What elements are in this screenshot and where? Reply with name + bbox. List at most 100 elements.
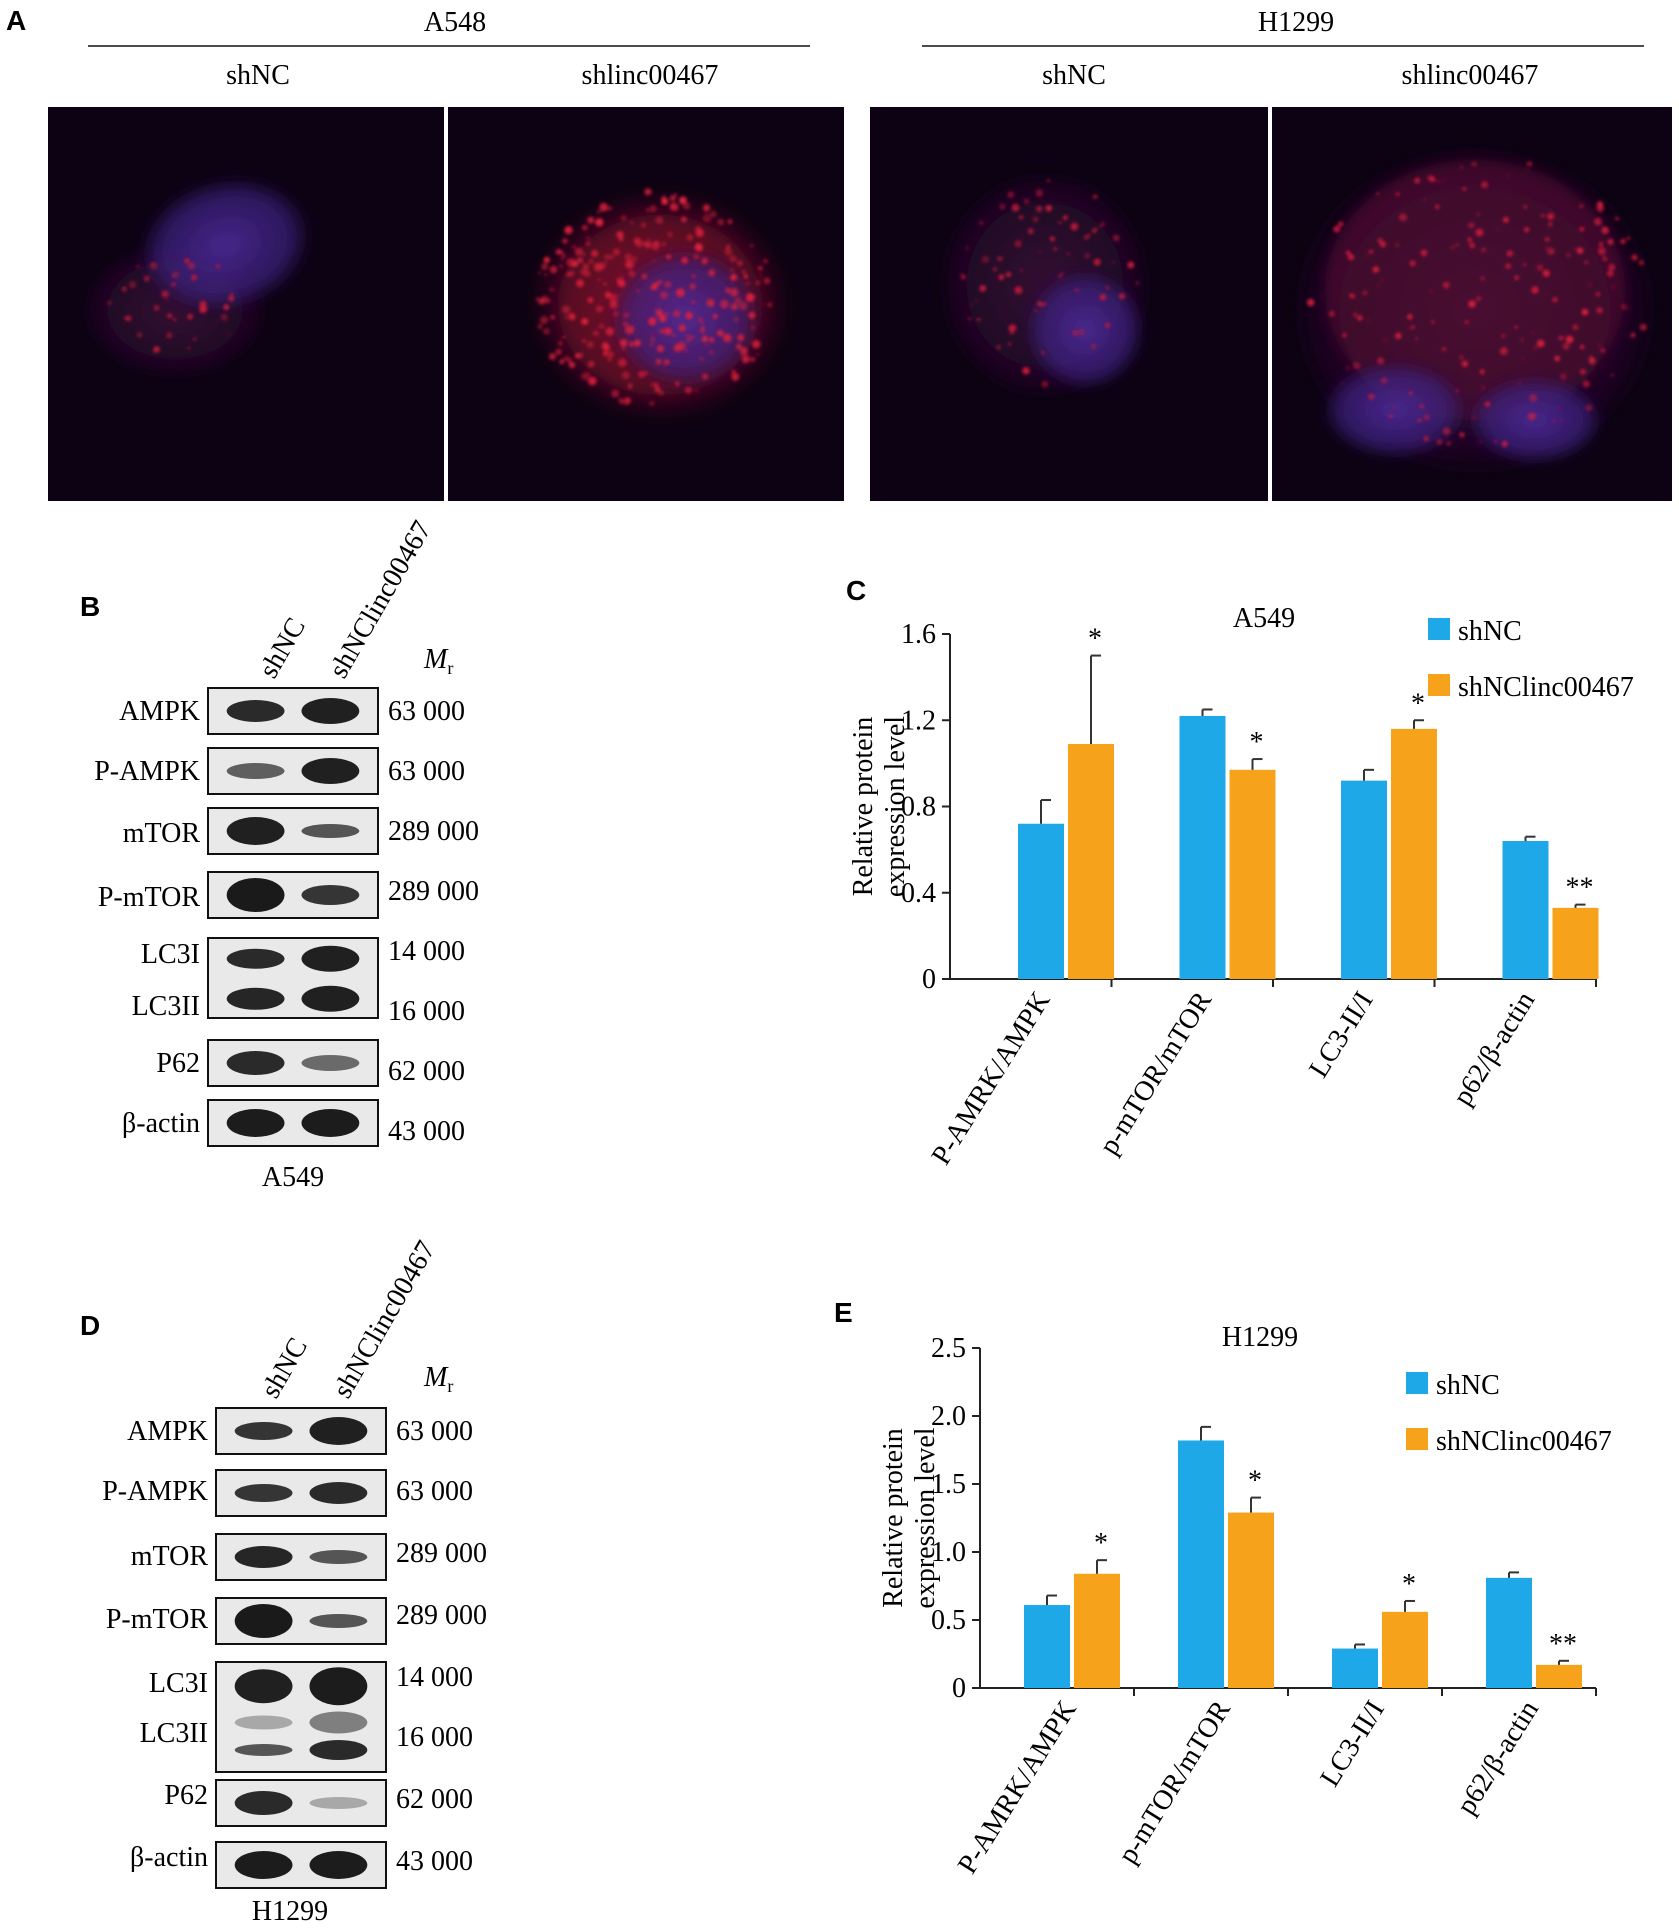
fluorescent-punctum (644, 188, 652, 196)
bar (1391, 728, 1437, 979)
fluorescent-punctum (1112, 234, 1120, 242)
panel-d: D shNC shNClinc00467 Mr H1299 AMPK 63 000… (80, 1236, 487, 1927)
fluorescent-punctum (1078, 328, 1085, 336)
fluorescent-punctum (161, 290, 169, 298)
fluorescent-punctum (1060, 272, 1064, 276)
fluorescent-punctum (720, 299, 729, 309)
fluorescent-punctum (1639, 323, 1647, 331)
fluorescent-punctum (731, 372, 740, 381)
fluorescent-punctum (1427, 175, 1433, 181)
fluorescent-punctum (1461, 360, 1468, 367)
fluorescent-punctum (562, 238, 568, 244)
fluorescent-punctum (545, 298, 551, 304)
legend-label: shNC (1458, 616, 1522, 647)
fluorescent-punctum (746, 281, 750, 285)
fluorescent-punctum (691, 274, 696, 279)
protein-band (309, 1614, 368, 1628)
fluorescent-punctum (1377, 357, 1384, 365)
x-category-label: P-AMRK/AMPK (926, 986, 1057, 1170)
bar (1332, 1648, 1378, 1688)
bar (1229, 769, 1276, 979)
protein-band (226, 878, 285, 912)
panel-a-group1-cond1: shNC (226, 60, 290, 91)
fluorescent-punctum (1582, 380, 1590, 388)
fluorescent-punctum (1380, 241, 1386, 248)
fluorescent-punctum (999, 203, 1006, 210)
fluorescent-punctum (762, 303, 765, 306)
protein-band (309, 1711, 368, 1734)
fluorescent-punctum (1562, 342, 1570, 350)
fluorescent-punctum (1626, 236, 1630, 240)
fluorescent-punctum (647, 238, 651, 241)
fluorescent-punctum (1600, 348, 1606, 353)
blot-row-mr: 63 000 (388, 696, 465, 727)
fluorescent-punctum (641, 273, 647, 279)
fluorescent-punctum (1507, 174, 1510, 177)
fluorescent-punctum (630, 221, 634, 225)
fluorescent-punctum (659, 328, 665, 334)
fluorescent-punctum (709, 350, 714, 355)
protein-band (234, 1744, 293, 1756)
protein-band (309, 1851, 368, 1879)
fluorescent-punctum (1468, 222, 1475, 229)
fluorescent-punctum (1620, 303, 1628, 310)
fluorescent-punctum (560, 258, 564, 261)
y-axis-label: Relative proteinexpression level (878, 1427, 941, 1608)
fluorescent-punctum (187, 262, 195, 270)
fluorescent-punctum (1422, 198, 1426, 202)
fluorescent-punctum (1067, 252, 1070, 256)
blot-row-label: P-mTOR (106, 1604, 208, 1635)
fluorescent-punctum (1505, 263, 1512, 270)
protein-band (226, 763, 285, 779)
fluorescent-punctum (736, 260, 743, 267)
fluorescent-punctum (1034, 309, 1038, 313)
fluorescent-punctum (678, 324, 686, 332)
fluorescent-punctum (1442, 179, 1445, 182)
fluorescent-punctum (658, 390, 664, 396)
fluorescent-punctum (604, 261, 608, 265)
fluorescent-punctum (722, 333, 732, 343)
fluorescent-punctum (730, 274, 737, 281)
fluorescent-punctum (743, 274, 748, 279)
fluorescent-punctum (693, 254, 699, 260)
protein-band (301, 1055, 360, 1071)
panel-a-group2-title: H1299 (1258, 7, 1334, 38)
fluorescent-punctum (675, 381, 680, 387)
fluorescent-punctum (1484, 401, 1491, 407)
bar (1179, 715, 1226, 979)
fluorescent-punctum (1436, 438, 1443, 445)
panel-b: B shNC shNClinc00467 Mr A549 AMPK 63 000 P… (80, 516, 479, 1193)
fluorescent-punctum (1552, 296, 1558, 303)
fluorescent-punctum (1423, 414, 1430, 421)
fluorescent-punctum (587, 360, 595, 368)
fluorescent-punctum (595, 218, 604, 227)
fluorescent-punctum (617, 279, 626, 288)
fluorescent-punctum (581, 318, 589, 325)
fluorescent-punctum (699, 356, 704, 361)
fluorescent-punctum (1544, 246, 1548, 250)
fluorescent-punctum (575, 353, 580, 359)
blot-row-label: LC3I (149, 1668, 208, 1699)
fluorescent-punctum (227, 333, 231, 336)
fluorescent-punctum (646, 208, 650, 212)
fluorescent-punctum (618, 236, 624, 242)
fluorescent-punctum (191, 274, 198, 281)
fluorescent-punctum (1520, 338, 1524, 342)
fluorescent-punctum (580, 268, 587, 276)
fluorescent-punctum (228, 295, 235, 302)
fluorescent-punctum (562, 335, 566, 339)
fluorescent-punctum (1588, 357, 1596, 365)
fluorescent-punctum (537, 271, 542, 275)
fluorescent-punctum (1342, 333, 1347, 338)
fluorescent-punctum (1565, 335, 1574, 344)
fluorescent-punctum (541, 263, 549, 271)
bar (1074, 1573, 1120, 1688)
fluorescent-punctum (628, 270, 636, 278)
fluorescent-punctum (187, 346, 191, 350)
fluorescent-punctum (555, 348, 562, 356)
bar (1341, 780, 1387, 979)
fluorescent-punctum (960, 273, 963, 276)
fluorescent-punctum (1455, 388, 1460, 393)
fluorescent-punctum (1035, 189, 1044, 197)
fluorescent-punctum (1579, 204, 1583, 208)
